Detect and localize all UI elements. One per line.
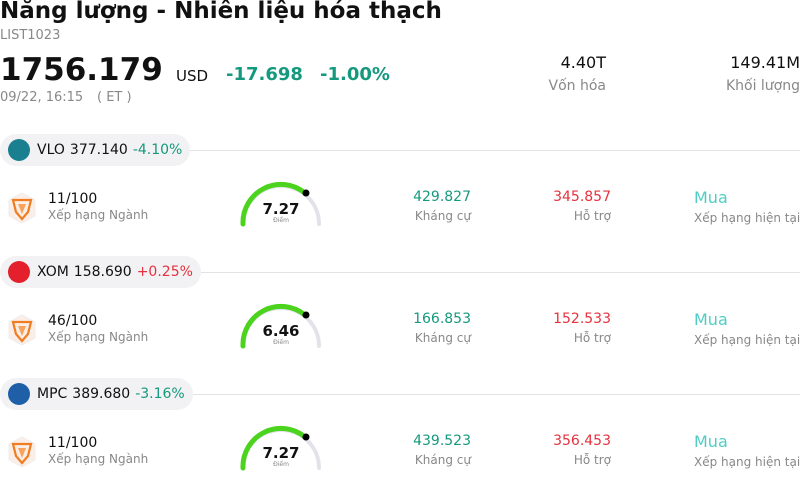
score-label: Điểm [273, 461, 289, 468]
logo [8, 261, 30, 283]
stock-row[interactable]: VLO 377.140 -4.10% 11/100 Xếp hạng Ngành… [0, 134, 800, 256]
rating: Mua [694, 188, 728, 207]
title: Năng lượng - Nhiên liệu hóa thạch [0, 0, 442, 24]
rank: 46/100 [48, 313, 98, 329]
stock-pill: MPC 389.680 -3.16% [0, 378, 193, 410]
score-gauge [240, 425, 321, 471]
timezone: ( ET ) [97, 90, 132, 105]
score-label: Điểm [273, 217, 289, 224]
stock-price: 377.140 [69, 142, 128, 158]
stock-change: +0.25% [136, 264, 193, 280]
support: 152.533 [553, 311, 611, 327]
resistance-label: Kháng cự [414, 331, 471, 345]
rating-label: Xếp hạng hiện tại [694, 455, 800, 469]
resistance: 439.523 [413, 433, 471, 449]
resistance-label: Kháng cự [414, 209, 471, 223]
currency: USD [176, 67, 209, 85]
support: 356.453 [553, 433, 611, 449]
change: -17.698 [226, 64, 303, 85]
stock-price: 389.680 [72, 386, 131, 402]
ticker: MPC [37, 386, 68, 402]
support-label: Hỗ trợ [573, 331, 611, 345]
support-label: Hỗ trợ [573, 209, 611, 223]
change-pct: -1.00% [320, 64, 390, 85]
rating-label: Xếp hạng hiện tại [694, 211, 800, 225]
stock-pill: VLO 377.140 -4.10% [0, 134, 191, 166]
score: 6.46 [262, 322, 300, 340]
logo [8, 383, 30, 405]
stock-row[interactable]: MPC 389.680 -3.16% 11/100 Xếp hạng Ngành… [0, 378, 800, 500]
support: 345.857 [553, 189, 611, 205]
ticker: VLO [37, 142, 65, 158]
stat-label: Vốn hóa [548, 78, 606, 94]
stock-change: -3.16% [135, 386, 185, 402]
rating-label: Xếp hạng hiện tại [694, 333, 800, 347]
ticker: XOM [37, 264, 69, 280]
rank-icon [8, 192, 36, 224]
support-label: Hỗ trợ [573, 453, 611, 467]
rank: 11/100 [48, 435, 98, 451]
rank: 11/100 [48, 191, 98, 207]
stat-label: Khối lượng [725, 78, 800, 94]
list-code: LIST1023 [0, 28, 61, 43]
separator [180, 272, 800, 273]
score: 7.27 [262, 444, 300, 462]
rating: Mua [694, 310, 728, 329]
resistance: 166.853 [413, 311, 471, 327]
stat-value: 4.40T [560, 53, 606, 72]
score-label: Điểm [273, 339, 289, 346]
score-gauge [240, 303, 321, 349]
stock-row[interactable]: XOM 158.690 +0.25% 46/100 Xếp hạng Ngành… [0, 256, 800, 378]
rank-label: Xếp hạng Ngành [48, 208, 149, 222]
rank-label: Xếp hạng Ngành [48, 330, 149, 344]
separator [180, 150, 800, 151]
score-gauge [240, 181, 321, 227]
time: 09/22, 16:15 [0, 90, 84, 105]
rank-icon [8, 436, 36, 468]
logo [8, 139, 30, 161]
price: 1756.179 [0, 52, 163, 88]
rank-label: Xếp hạng Ngành [48, 452, 149, 466]
stock-change: -4.10% [132, 142, 183, 158]
score: 7.27 [262, 200, 300, 218]
separator [180, 394, 800, 395]
resistance-label: Kháng cự [414, 453, 471, 467]
stock-price: 158.690 [73, 264, 132, 280]
resistance: 429.827 [413, 189, 471, 205]
stat-value: 149.41M [730, 53, 800, 72]
stock-pill: XOM 158.690 +0.25% [0, 256, 201, 288]
rank-icon [8, 314, 36, 346]
rating: Mua [694, 432, 728, 451]
page: Năng lượng - Nhiên liệu hóa thạch LIST10… [0, 0, 800, 471]
